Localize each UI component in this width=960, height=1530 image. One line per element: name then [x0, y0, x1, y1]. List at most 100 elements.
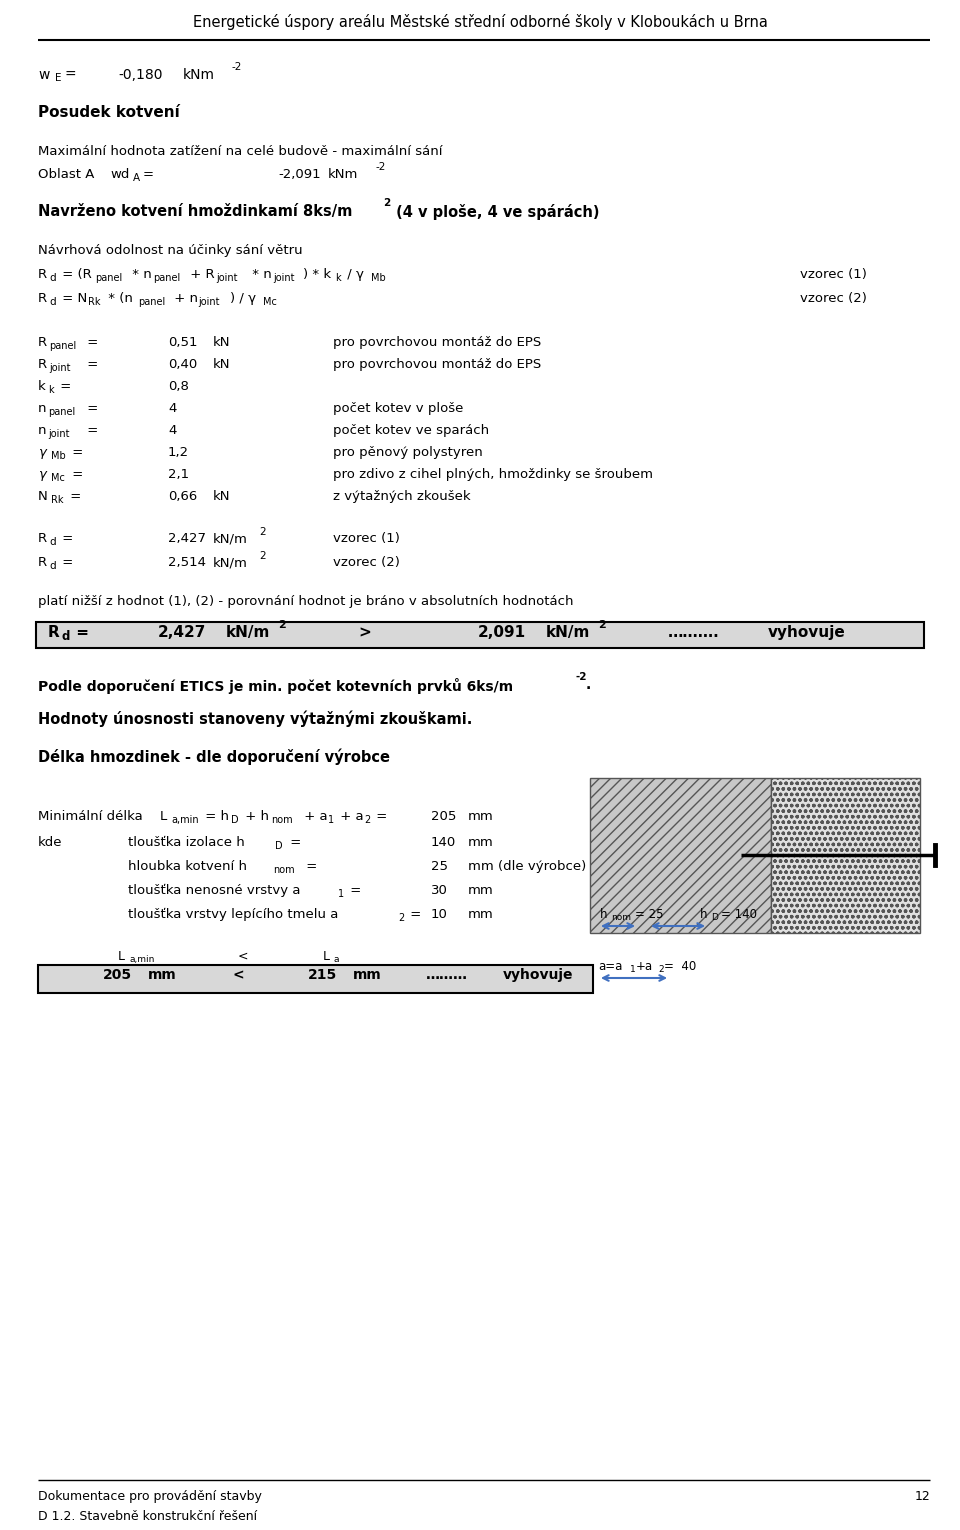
Text: Mb: Mb	[51, 451, 65, 461]
Text: joint: joint	[48, 428, 69, 439]
Text: Mc: Mc	[263, 297, 276, 308]
Text: joint: joint	[49, 363, 70, 373]
Text: panel: panel	[138, 297, 165, 308]
Text: kN/m: kN/m	[213, 555, 248, 569]
Text: = 25: = 25	[635, 907, 663, 921]
Text: =: =	[372, 809, 387, 823]
Text: mm: mm	[353, 968, 382, 982]
Text: + R: + R	[186, 268, 215, 282]
Text: 1: 1	[630, 965, 636, 975]
Text: panel: panel	[48, 407, 75, 418]
Text: hloubka kotvení h: hloubka kotvení h	[128, 860, 247, 874]
Text: 0,40: 0,40	[168, 358, 197, 370]
Text: pro zdivo z cihel plných, hmoždinky se šroubem: pro zdivo z cihel plných, hmoždinky se š…	[333, 468, 653, 480]
Text: 10: 10	[431, 907, 448, 921]
Text: 0,51: 0,51	[168, 337, 198, 349]
Text: Minimální délka: Minimální délka	[38, 809, 143, 823]
Text: R: R	[38, 292, 47, 304]
Text: R: R	[48, 624, 60, 640]
Text: kN/m: kN/m	[226, 624, 271, 640]
Text: 4: 4	[168, 402, 177, 415]
FancyBboxPatch shape	[38, 965, 593, 993]
Text: = (R: = (R	[58, 268, 92, 282]
Text: =: =	[83, 402, 98, 415]
Text: Oblast A: Oblast A	[38, 168, 94, 181]
Text: Rk: Rk	[51, 496, 63, 505]
Text: =: =	[286, 835, 301, 849]
Text: platí nižší z hodnot (1), (2) - porovnání hodnot je bráno v absolutních hodnotác: platí nižší z hodnot (1), (2) - porovnán…	[38, 595, 573, 607]
Text: a=a: a=a	[598, 959, 622, 973]
Text: + a: + a	[300, 809, 327, 823]
Text: -2: -2	[576, 672, 588, 682]
Text: =: =	[83, 337, 98, 349]
Text: =: =	[83, 424, 98, 438]
Text: mm: mm	[468, 907, 493, 921]
Text: Rk: Rk	[88, 297, 101, 308]
Text: Délka hmozdinek - dle doporučení výrobce: Délka hmozdinek - dle doporučení výrobce	[38, 748, 390, 765]
Text: ………: ………	[426, 968, 468, 982]
Text: kde: kde	[38, 835, 62, 849]
Text: vyhovuje: vyhovuje	[503, 968, 573, 982]
Bar	[771, 777, 920, 933]
Text: mm: mm	[468, 835, 493, 849]
Text: 2: 2	[259, 526, 266, 537]
Text: -2: -2	[376, 162, 386, 171]
Text: k: k	[335, 272, 341, 283]
Text: N: N	[38, 490, 48, 503]
Text: 2,427: 2,427	[158, 624, 206, 640]
Text: =: =	[68, 468, 84, 480]
Text: γ: γ	[38, 468, 46, 480]
Text: <: <	[238, 950, 249, 962]
Text: A: A	[133, 173, 140, 184]
Text: =: =	[143, 168, 154, 181]
Text: +a: +a	[636, 959, 653, 973]
Text: R: R	[38, 532, 47, 545]
Text: vzorec (1): vzorec (1)	[800, 268, 867, 282]
Text: joint: joint	[216, 272, 237, 283]
Text: 2: 2	[364, 815, 371, 825]
Text: =: =	[58, 532, 73, 545]
Text: L: L	[323, 950, 330, 962]
Text: 2: 2	[398, 913, 404, 923]
Text: =: =	[71, 624, 89, 640]
Text: + n: + n	[170, 292, 198, 304]
Text: kN: kN	[213, 337, 230, 349]
Text: d: d	[61, 630, 69, 643]
Text: Mb: Mb	[371, 272, 386, 283]
Text: 1,2: 1,2	[168, 447, 189, 459]
Text: =: =	[68, 447, 84, 459]
Text: =: =	[58, 555, 73, 569]
Text: + a: + a	[336, 809, 364, 823]
Text: vzorec (2): vzorec (2)	[800, 292, 867, 304]
Text: počet kotev v ploše: počet kotev v ploše	[333, 402, 464, 415]
Text: k: k	[38, 379, 46, 393]
Text: z výtažných zkoušek: z výtažných zkoušek	[333, 490, 470, 503]
Text: ) * k: ) * k	[303, 268, 331, 282]
Text: Posudek kotvení: Posudek kotvení	[38, 106, 180, 119]
Text: Dokumentace pro provádění stavby: Dokumentace pro provádění stavby	[38, 1490, 262, 1502]
Text: 4: 4	[168, 424, 177, 438]
Text: panel: panel	[153, 272, 180, 283]
Text: počet kotev ve sparách: počet kotev ve sparách	[333, 424, 490, 438]
Text: Energetické úspory areálu Městské střední odborné školy v Kloboukách u Brna: Energetické úspory areálu Městské středn…	[193, 14, 767, 31]
Text: 25: 25	[431, 860, 448, 874]
Text: n: n	[38, 402, 46, 415]
Text: 2,514: 2,514	[168, 555, 206, 569]
Text: R: R	[38, 555, 47, 569]
Text: R: R	[38, 337, 47, 349]
Text: h: h	[600, 907, 608, 921]
Text: =: =	[406, 907, 421, 921]
Text: wd: wd	[110, 168, 130, 181]
Text: * (n: * (n	[104, 292, 132, 304]
Text: kN/m: kN/m	[213, 532, 248, 545]
Text: 1: 1	[328, 815, 334, 825]
Text: Maximální hodnota zatížení na celé budově - maximální sání: Maximální hodnota zatížení na celé budov…	[38, 145, 443, 158]
Text: 2,091: 2,091	[478, 624, 526, 640]
Text: vzorec (2): vzorec (2)	[333, 555, 400, 569]
Text: =  40: = 40	[664, 959, 696, 973]
Text: -0,180: -0,180	[118, 67, 162, 83]
Text: n: n	[38, 424, 46, 438]
Text: 215: 215	[308, 968, 337, 982]
Text: kNm: kNm	[183, 67, 215, 83]
Text: 1: 1	[338, 889, 344, 900]
